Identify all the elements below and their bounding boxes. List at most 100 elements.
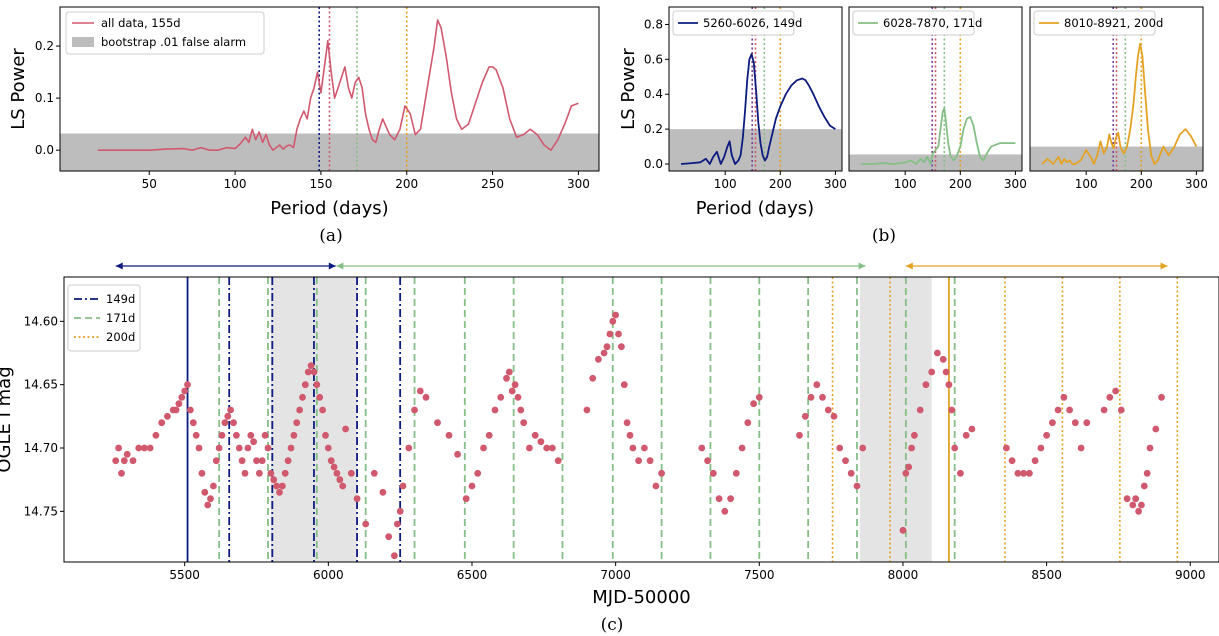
data-point: [198, 469, 206, 477]
legend: all data, 155d bootstrap .01 false alarm: [65, 11, 265, 55]
false-alarm-band: [849, 154, 1022, 171]
data-point: [336, 476, 344, 484]
data-point: [543, 444, 551, 452]
data-point: [462, 495, 470, 503]
x-tick-label: 6500: [457, 568, 488, 582]
data-point: [129, 457, 137, 465]
data-point: [813, 381, 821, 389]
data-point: [327, 457, 335, 465]
data-point: [1020, 469, 1027, 477]
data-point: [715, 495, 723, 503]
data-point: [934, 349, 941, 357]
data-point: [1049, 419, 1056, 427]
chart-b2: 100 200 300 6028-7870, 171d: [848, 6, 1027, 191]
axes-frame: [1029, 6, 1204, 172]
data-point: [399, 482, 407, 490]
data-point: [698, 444, 706, 452]
x-tick-label: 7500: [744, 568, 775, 582]
data-point: [732, 469, 740, 477]
x-tick-label: 200: [1130, 177, 1153, 191]
y-tick-label: 0.4: [644, 87, 663, 101]
data-point: [635, 457, 642, 465]
data-point: [899, 526, 907, 534]
data-point: [796, 431, 803, 439]
data-point: [1014, 469, 1022, 477]
data-point: [115, 444, 122, 452]
data-point: [281, 469, 289, 477]
data-point: [1060, 393, 1068, 401]
legend: 6028-7870, 171d: [852, 10, 982, 36]
data-point: [391, 552, 398, 560]
y-tick-label: 0.0: [644, 157, 663, 171]
x-axis-label: Period (days): [696, 198, 814, 219]
data-point: [1140, 482, 1148, 490]
data-point: [1003, 444, 1010, 452]
legend-band-swatch: [72, 37, 94, 47]
data-point: [615, 330, 622, 338]
x-tick-label: 100: [224, 177, 247, 191]
data-point: [836, 444, 844, 452]
data-point: [721, 507, 729, 515]
data-point: [911, 431, 918, 439]
data-point: [755, 393, 763, 401]
data-point: [1135, 507, 1142, 515]
segment-arrowhead: [905, 262, 913, 270]
data-point: [505, 368, 513, 376]
data-point: [339, 482, 347, 490]
data-point: [830, 412, 838, 420]
data-point: [1026, 469, 1033, 477]
y-tick-label: 14.60: [24, 314, 58, 328]
data-point: [172, 406, 180, 414]
data-point: [158, 419, 166, 427]
data-point: [267, 469, 275, 477]
data-point: [241, 469, 249, 477]
data-point: [1106, 393, 1114, 401]
data-point: [1066, 406, 1073, 414]
data-point: [709, 469, 717, 477]
data-point: [304, 368, 312, 376]
data-point: [195, 444, 203, 452]
data-point: [468, 482, 476, 490]
data-point: [146, 444, 154, 452]
plot-area-b1: [669, 7, 842, 171]
data-point: [393, 520, 401, 528]
data-point: [1112, 387, 1119, 395]
data-point: [181, 387, 189, 395]
x-tick-label: 7000: [600, 568, 631, 582]
data-point: [411, 406, 418, 414]
data-point: [454, 450, 461, 458]
data-point: [276, 488, 283, 496]
data-point: [1152, 425, 1160, 433]
data-point: [744, 419, 752, 427]
data-point: [905, 463, 913, 471]
data-point: [491, 406, 499, 414]
shaded-region: [859, 277, 932, 562]
data-point: [620, 381, 628, 389]
data-point: [210, 482, 217, 490]
false-alarm-band: [669, 129, 842, 171]
segment-arrowhead: [328, 262, 336, 270]
data-point: [1146, 444, 1154, 452]
x-tick-label: 200: [949, 177, 972, 191]
segment-arrowhead: [1160, 262, 1168, 270]
data-point: [514, 393, 522, 401]
data-point: [942, 368, 950, 376]
data-point: [531, 431, 539, 439]
data-point: [385, 533, 393, 541]
data-point: [379, 488, 387, 496]
legend-label-false-alarm: bootstrap .01 false alarm: [101, 35, 246, 49]
data-point: [612, 311, 619, 319]
data-point: [1083, 419, 1091, 427]
data-point: [270, 476, 278, 484]
data-point: [370, 469, 378, 477]
y-tick-label: 14.75: [24, 504, 58, 518]
caption-c: (c): [601, 615, 624, 635]
series-line: [861, 107, 1016, 165]
data-point: [287, 444, 295, 452]
data-point: [316, 393, 324, 401]
x-tick-label: 250: [481, 177, 504, 191]
data-point: [123, 450, 131, 458]
data-point: [310, 368, 318, 376]
legend-box: [67, 284, 141, 352]
